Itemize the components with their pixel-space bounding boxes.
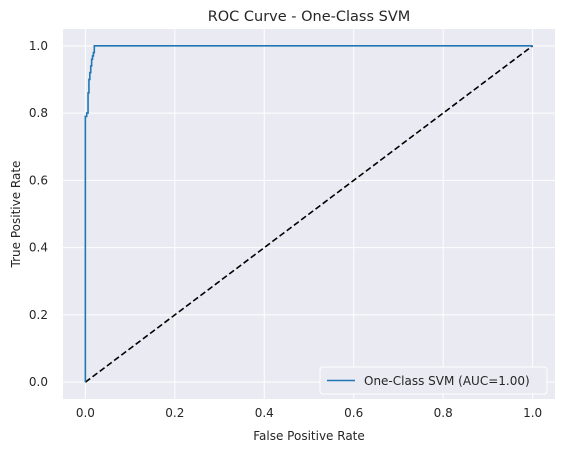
tick-labels: 0.0 0.2 0.4 0.6 0.8 1.0 0.0 0.2 0.4 0.6 0.8 1.0	[29, 39, 542, 420]
x-tick-label: 0.6	[344, 406, 363, 420]
y-axis-label: True Positive Rate	[9, 161, 23, 269]
x-tick-label: 0.0	[76, 406, 95, 420]
y-tick-label: 0.4	[29, 241, 48, 255]
y-tick-label: 1.0	[29, 39, 48, 53]
y-tick-label: 0.6	[29, 173, 48, 187]
y-tick-label: 0.0	[29, 375, 48, 389]
chance-diagonal-line	[84, 45, 534, 383]
grid-lines	[63, 29, 555, 399]
chart-title: ROC Curve - One-Class SVM	[208, 9, 411, 25]
x-tick-label: 1.0	[523, 406, 542, 420]
legend-box	[319, 366, 548, 395]
roc-curve-line	[84, 45, 533, 383]
x-tick-label: 0.8	[434, 406, 453, 420]
y-tick-label: 0.2	[29, 308, 48, 322]
x-tick-label: 0.4	[255, 406, 274, 420]
legend: One-Class SVM (AUC=1.00)	[319, 366, 548, 395]
series-layer	[84, 45, 534, 383]
y-tick-label: 0.8	[29, 106, 48, 120]
x-tick-label: 0.2	[165, 406, 184, 420]
x-axis-label: False Positive Rate	[253, 429, 365, 443]
legend-label: One-Class SVM (AUC=1.00)	[364, 374, 530, 388]
